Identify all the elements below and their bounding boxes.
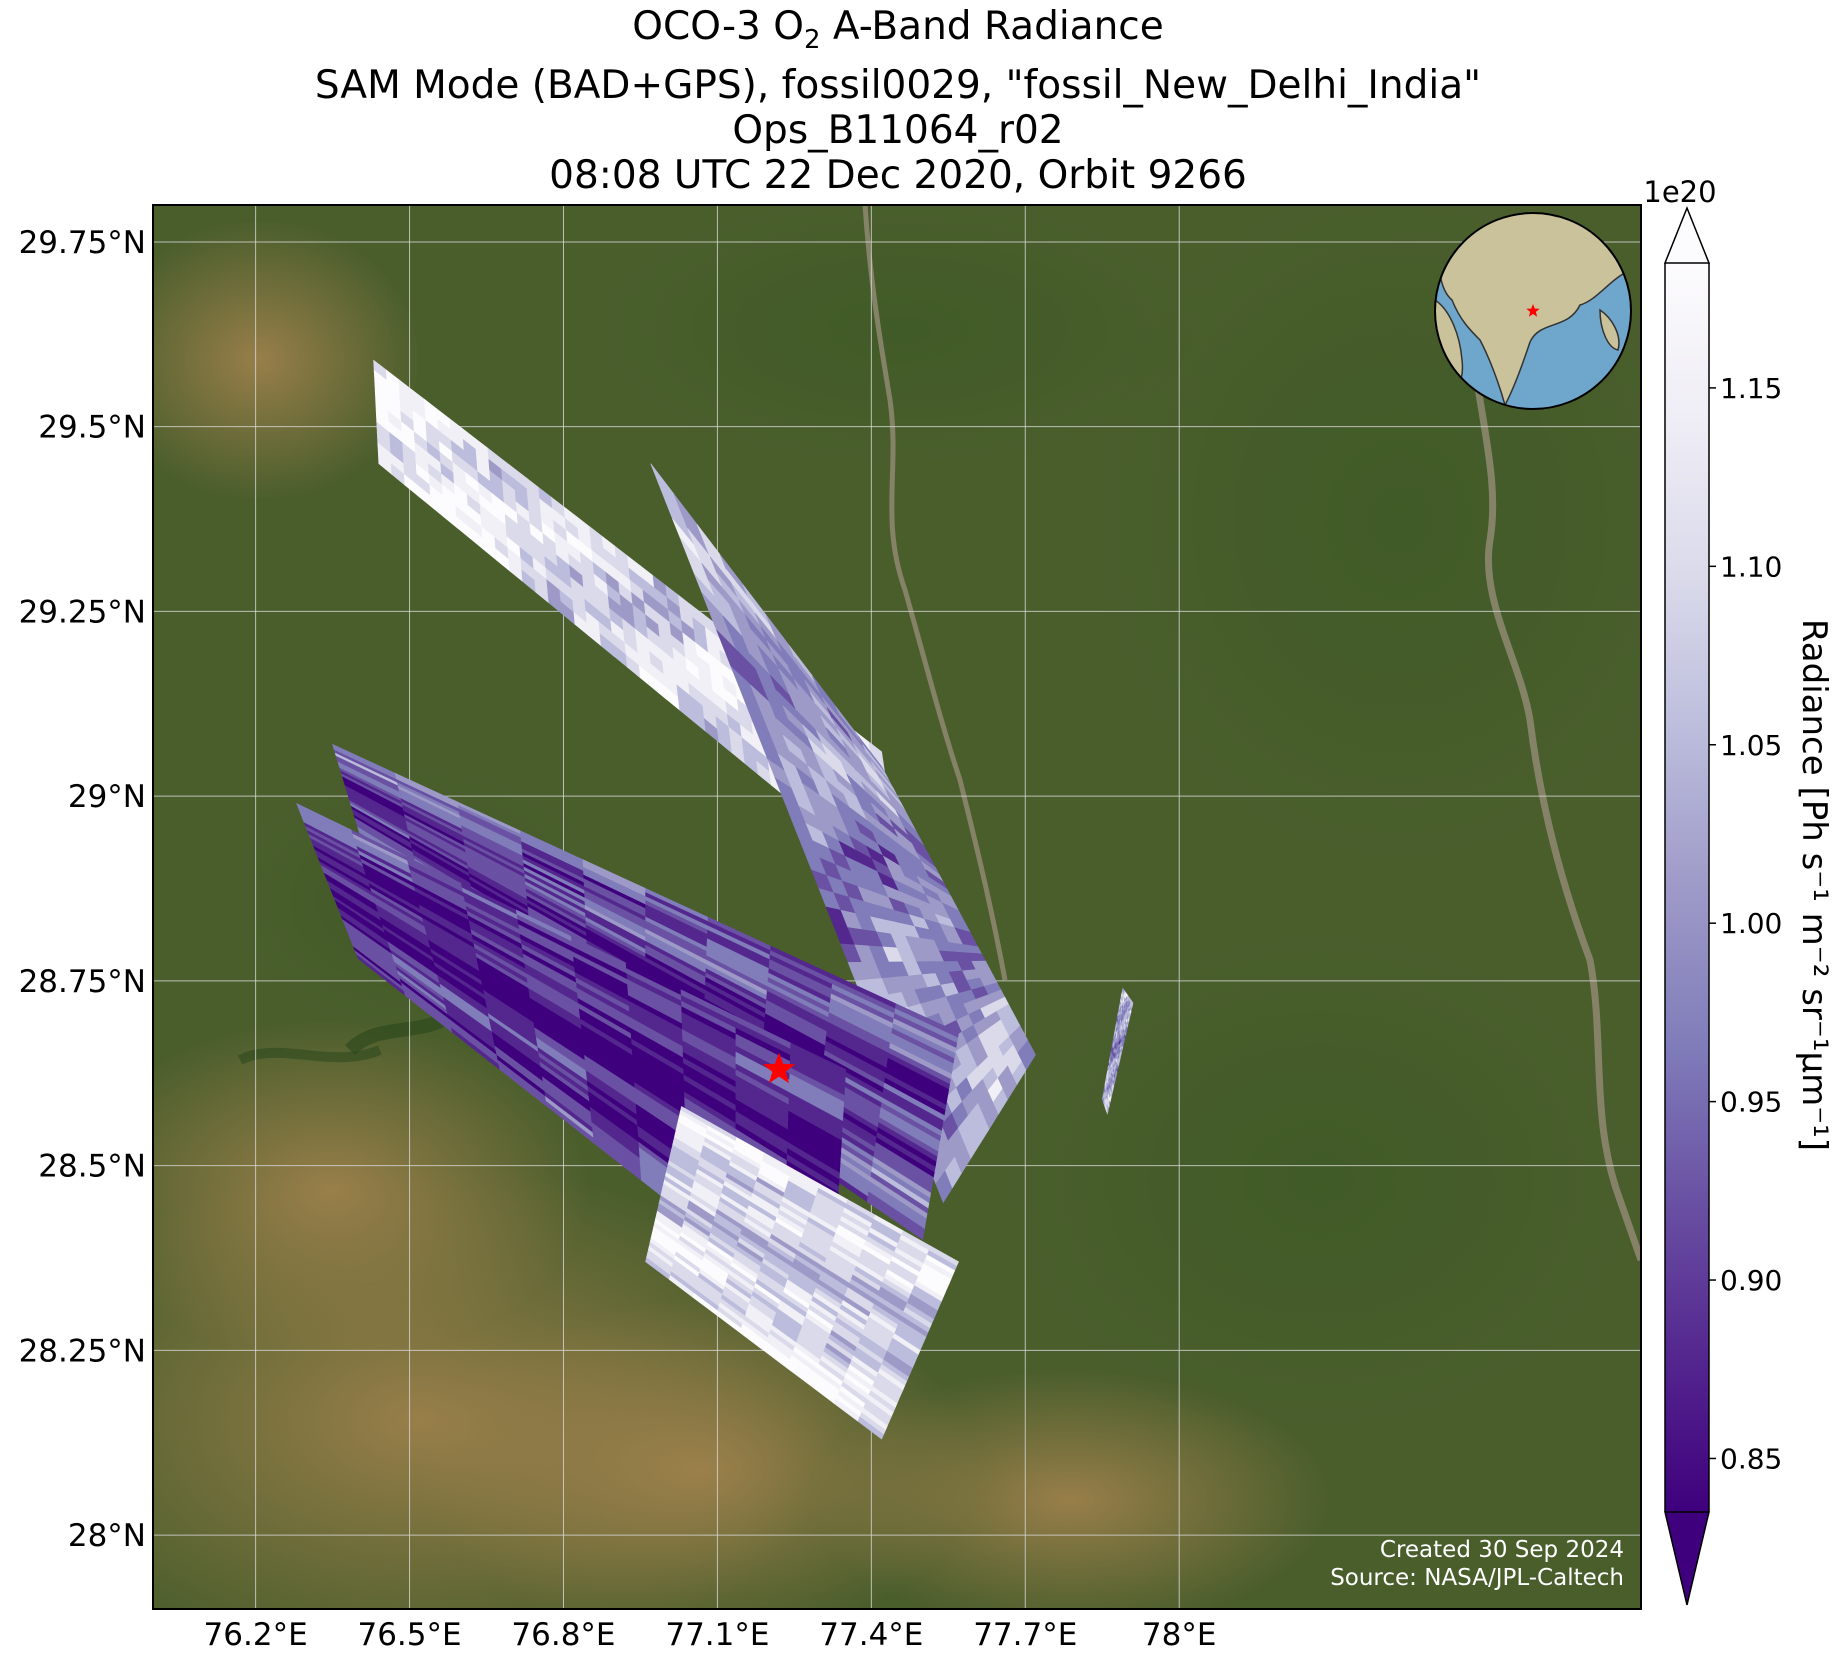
lon-tick-label: 78°E [1142,1617,1217,1653]
colorbar-extend-min [1664,1511,1710,1606]
title-line-3: Ops_B11064_r02 [732,107,1064,153]
source-credit-label: Source: NASA/JPL-Caltech [1330,1565,1624,1591]
lat-tick-label: 28°N [68,1518,146,1554]
created-date-label: Created 30 Sep 2024 [1379,1537,1624,1563]
title-line-4: 08:08 UTC 22 Dec 2020, Orbit 9266 [549,152,1247,198]
colorbar-tick-label: 1.10 [1720,550,1782,583]
title-line-1: OCO-3 O2 A-Band Radiance [632,4,1164,55]
colorbar-tick-label: 1.15 [1720,372,1782,405]
colorbar-label: Radiance [Ph s⁻¹ m⁻² sr⁻¹μm⁻¹] [1794,619,1834,1151]
lat-tick-label: 29.25°N [19,594,146,630]
figure-title: OCO-3 O2 A-Band Radiance SAM Mode (BAD+G… [153,4,1643,198]
colorbar-extend-max [1663,205,1711,264]
longitude-axis: 76.2°E 76.5°E 76.8°E 77.1°E 77.4°E 77.7°E 78°E [204,1617,1217,1653]
swath [1101,987,1134,1116]
map-frame [152,204,1642,1610]
swath [650,463,1036,1204]
lon-tick-label: 77.1°E [665,1617,769,1653]
colorbar-tick-label: 0.90 [1720,1264,1782,1297]
lat-tick-label: 29.75°N [19,225,146,261]
colorbar-ticks: 0.85 0.90 0.95 1.00 1.05 1.10 1.15 [1709,372,1782,1475]
lon-tick-label: 77.7°E [973,1617,1077,1653]
colorbar-tick-label: 0.95 [1720,1086,1782,1119]
lat-tick-label: 28.25°N [19,1333,146,1369]
colorbar-body [1665,263,1709,1512]
lat-tick-label: 28.5°N [38,1149,146,1185]
swath [645,1106,959,1440]
lon-tick-label: 76.5°E [357,1617,461,1653]
colorbar-tick-label: 0.85 [1720,1442,1782,1475]
river [862,205,1008,981]
lat-tick-label: 29.5°N [38,410,146,446]
colorbar-tick-label: 1.05 [1720,729,1782,762]
colorbar-tick-label: 1.00 [1720,907,1782,940]
latitude-axis: 29.75°N 29.5°N 29.25°N 29°N 28.75°N 28.5°N 28.… [19,225,146,1554]
lon-tick-label: 77.4°E [819,1617,923,1653]
globe-location-star-icon [1526,304,1540,317]
globe-outline [1434,212,1632,410]
globe-land [1599,308,1620,351]
lat-tick-label: 29°N [68,779,146,815]
graticule [153,205,1641,1609]
lat-tick-label: 28.75°N [19,964,146,1000]
river [1466,329,1641,1262]
colorbar: 0.85 0.90 0.95 1.00 1.05 1.10 1.15 1e20 Radian… [1643,175,1834,1606]
lon-tick-label: 76.8°E [511,1617,615,1653]
radiance-swaths [296,359,1134,1440]
title-line-2: SAM Mode (BAD+GPS), fossil0029, "fossil_… [314,62,1482,108]
target-star-icon [762,1052,796,1084]
lon-tick-label: 76.2°E [204,1617,308,1653]
colorbar-multiplier: 1e20 [1643,175,1716,209]
map-panel[interactable] [0,160,1720,1656]
